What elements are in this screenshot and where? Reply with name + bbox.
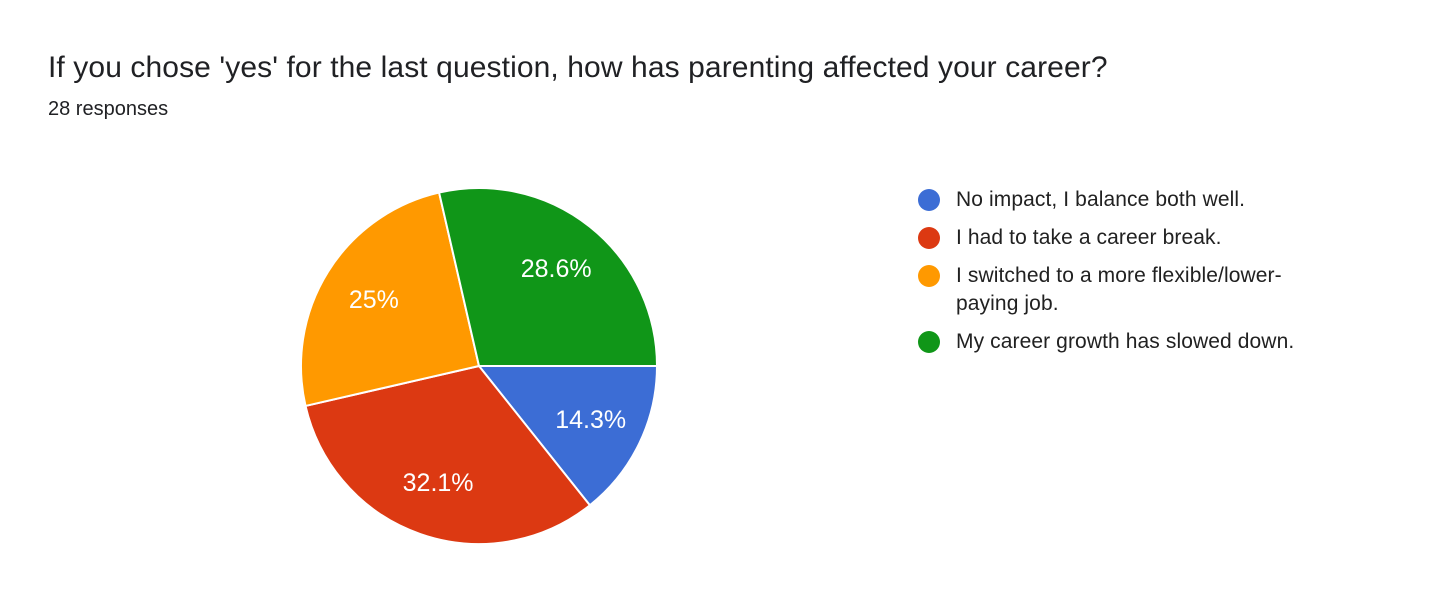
pie-slice-2[interactable] — [304, 365, 591, 546]
pie-chart: 14.3% 32.1% 25% 28.6% — [300, 187, 658, 546]
legend-item-label: My career growth has slowed down. — [956, 330, 1295, 353]
legend-item-flexible-job: I switched to a more flexible/lower-payi… — [918, 262, 1342, 318]
legend-color-dot — [918, 265, 940, 287]
legend-color-dot — [918, 189, 940, 211]
pie-slice-1[interactable] — [478, 365, 658, 507]
legend-item-label: I switched to a more flexible/lower-payi… — [956, 264, 1282, 315]
legend-color-dot — [918, 227, 940, 249]
response-count: 28 responses — [48, 98, 169, 120]
pie-slice-label: 25% — [349, 286, 399, 314]
pie-slice-label: 14.3% — [555, 406, 626, 434]
question-title: If you chose 'yes' for the last question… — [48, 51, 1108, 84]
legend-item-label: I had to take a career break. — [956, 226, 1222, 249]
legend-color-dot — [918, 331, 940, 353]
pie-slice-3[interactable] — [300, 191, 480, 407]
chart-legend: No impact, I balance both well. I had to… — [918, 186, 1342, 366]
pie-slice-4[interactable] — [438, 187, 658, 367]
legend-item-label: No impact, I balance both well. — [956, 188, 1246, 211]
pie-slice-label: 32.1% — [403, 469, 474, 497]
legend-item-career-break: I had to take a career break. — [918, 224, 1342, 252]
legend-item-growth-slowed: My career growth has slowed down. — [918, 328, 1342, 356]
legend-item-no-impact: No impact, I balance both well. — [918, 186, 1342, 214]
pie-slice-label: 28.6% — [521, 255, 592, 283]
